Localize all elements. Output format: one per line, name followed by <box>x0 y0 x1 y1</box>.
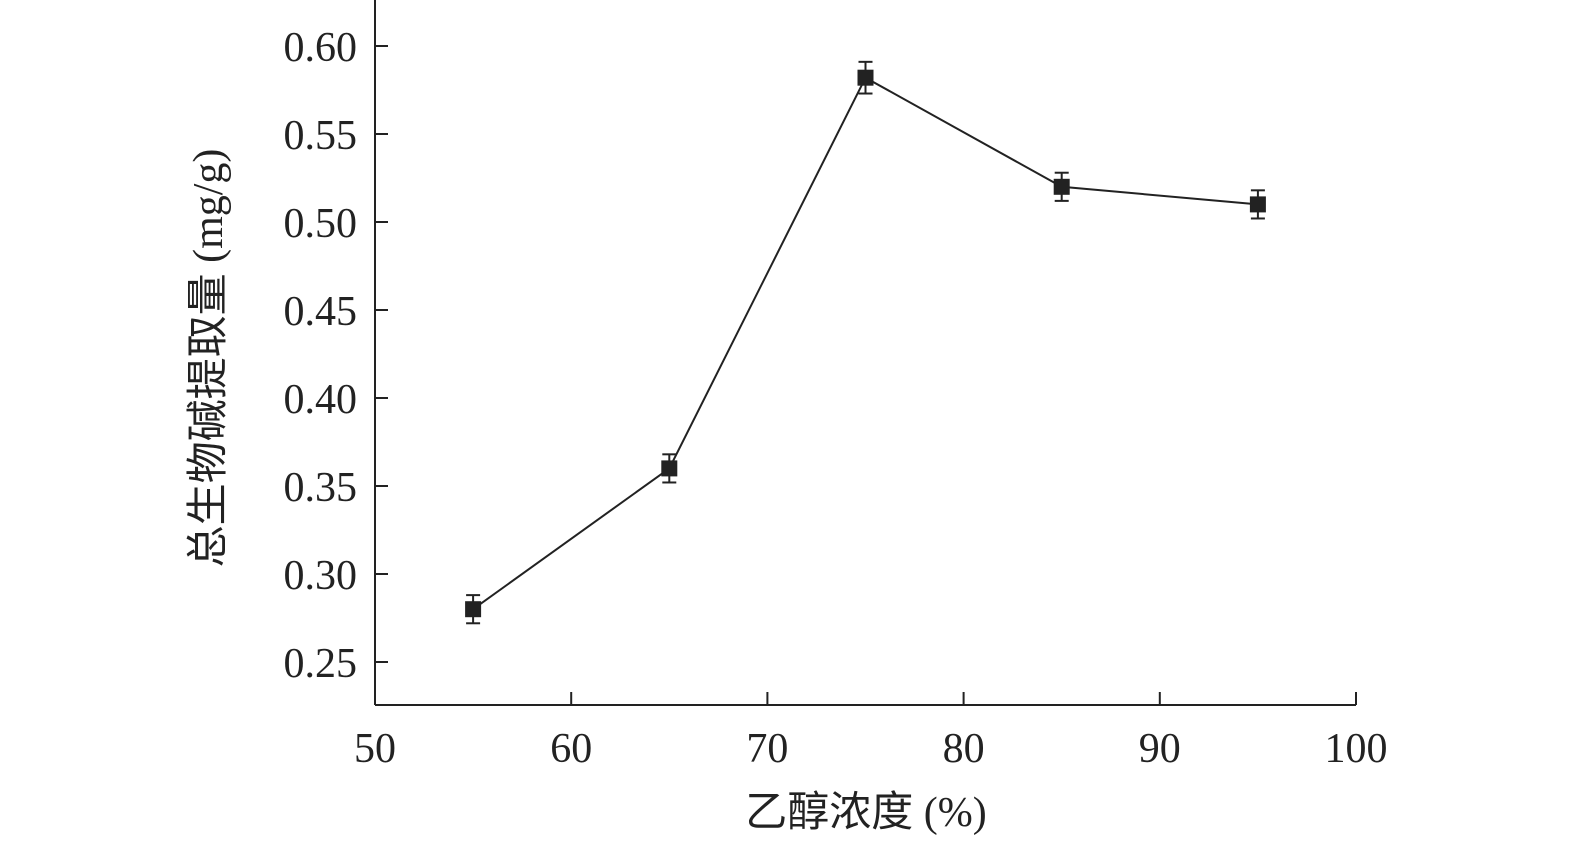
y-axis-ticks: 0.25 0.30 0.35 0.40 0.45 0.50 0.55 0.60 <box>284 25 388 687</box>
y-tick-label: 0.25 <box>284 641 358 687</box>
x-tick-label: 100 <box>1325 726 1388 772</box>
series-line <box>472 76 1258 611</box>
y-tick-label: 0.60 <box>284 25 358 71</box>
y-tick-label: 0.45 <box>284 289 358 335</box>
data-point-marker <box>1249 196 1266 213</box>
y-tick-label: 0.40 <box>284 377 358 423</box>
plot-area: 0.25 0.30 0.35 0.40 0.45 0.50 0.55 0.60 50 60 70 8… <box>284 0 1388 772</box>
data-point-marker <box>661 460 678 477</box>
x-tick-label: 80 <box>943 726 985 772</box>
y-tick-label: 0.50 <box>284 201 358 247</box>
x-tick-label: 50 <box>354 726 396 772</box>
x-tick-label: 60 <box>550 726 592 772</box>
x-axis-title: 乙醇浓度 (%) <box>745 790 986 836</box>
data-series <box>465 60 1266 625</box>
x-axis-ticks: 50 60 70 80 90 100 <box>354 692 1388 772</box>
y-tick-label: 0.30 <box>284 553 358 599</box>
data-point-marker <box>857 69 874 86</box>
y-axis-title: 总生物碱提取量 (mg/g) <box>186 149 232 568</box>
data-point-marker <box>1053 178 1070 195</box>
x-tick-label: 90 <box>1139 726 1181 772</box>
x-tick-label: 70 <box>746 726 788 772</box>
y-tick-label: 0.35 <box>284 465 358 511</box>
y-tick-label: 0.55 <box>284 113 358 159</box>
data-point-marker <box>465 601 482 618</box>
